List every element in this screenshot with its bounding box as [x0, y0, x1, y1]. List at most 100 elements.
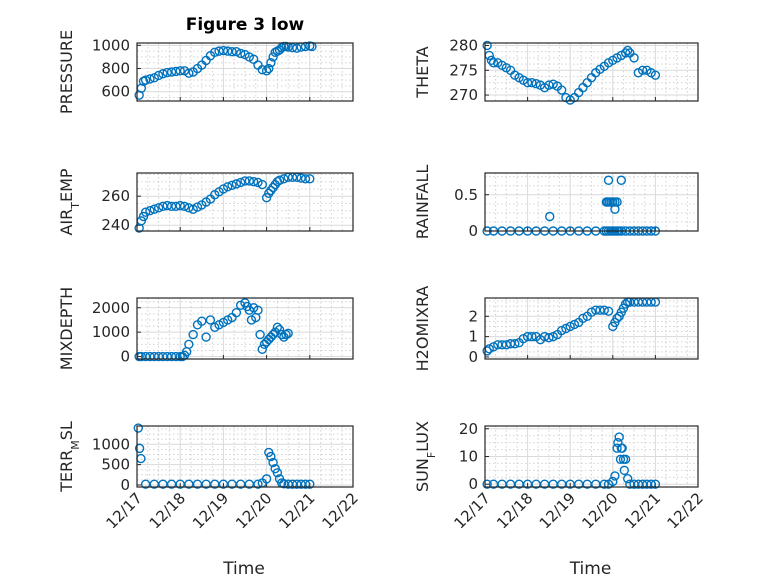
data-point [158, 69, 168, 79]
data-point [305, 479, 315, 489]
data-point [153, 203, 164, 213]
data-point [620, 48, 631, 58]
data-point [637, 65, 648, 75]
x-tick-label: 12/18 [493, 489, 536, 532]
data-point [140, 75, 151, 85]
y-axis-label: TERRMSL [57, 421, 82, 493]
data-point [617, 443, 627, 453]
y-axis-label: MIXDEPTH [57, 287, 76, 370]
data-point [548, 79, 558, 89]
data-point [244, 176, 255, 186]
data-point [257, 179, 267, 190]
data-point [264, 334, 274, 345]
y-tick-label: 0 [468, 475, 478, 493]
data-point [153, 70, 164, 81]
data-point [272, 322, 283, 332]
data-point [136, 453, 146, 464]
data-point [300, 479, 311, 489]
data-point [210, 47, 220, 57]
axes-box [484, 172, 699, 232]
y-tick-label: 1000 [92, 323, 130, 341]
data-point [603, 306, 614, 316]
data-point [175, 66, 185, 76]
data-point [527, 331, 537, 342]
y-tick-label: 0 [468, 348, 478, 366]
data-point [149, 204, 159, 214]
data-point [612, 443, 622, 453]
data-point [599, 479, 609, 489]
data-point [610, 471, 620, 481]
x-axis-label: Time [222, 559, 265, 579]
data-point [482, 346, 492, 356]
data-point [140, 207, 151, 217]
data-point [201, 332, 211, 342]
y-axis-label: SUNFLUX [413, 421, 438, 492]
data-point [179, 201, 190, 212]
data-point [197, 316, 207, 326]
y-tick-label: 240 [101, 216, 130, 234]
x-tick-label: 12/22 [664, 489, 707, 532]
y-axis-label: H2OMIXRA [413, 286, 432, 372]
data-point [305, 174, 315, 184]
data-point [255, 329, 265, 340]
data-point [623, 45, 633, 56]
y-tick-label: 2 [468, 307, 478, 325]
data-point [205, 315, 216, 325]
data-point [235, 177, 246, 188]
y-tick-label: 0 [468, 222, 478, 240]
y-axis-label: AIRTEMP [57, 168, 82, 235]
data-point [138, 211, 149, 222]
data-point [608, 476, 618, 487]
data-point [274, 175, 285, 185]
x-tick-label: 12/20 [578, 489, 621, 532]
data-point [162, 67, 172, 78]
data-point [292, 43, 302, 53]
data-point [253, 479, 263, 489]
data-point [268, 457, 278, 468]
subplot-7: 0 500 1000 TERRMSL 12/17 12/18 12/19 12/20 12/21… [57, 421, 362, 579]
data-point [235, 48, 246, 59]
data-point [261, 474, 272, 484]
x-tick-label: 12/22 [319, 489, 362, 532]
data-point [184, 68, 194, 78]
axes-box [136, 172, 354, 232]
data-point [486, 55, 497, 66]
data-point [231, 179, 242, 189]
y-tick-label: 800 [101, 60, 130, 78]
data-point [531, 78, 541, 89]
data-point [586, 73, 597, 83]
data-point [650, 479, 661, 489]
data-point [266, 451, 276, 462]
y-tick-label: 0.5 [454, 186, 478, 204]
data-point [616, 175, 627, 185]
data-point [261, 192, 272, 203]
data-point [300, 174, 311, 184]
data-point [171, 351, 181, 362]
data-point [527, 77, 537, 88]
axes-box [136, 297, 354, 360]
y-tick-label: 260 [101, 187, 130, 205]
data-point [272, 468, 283, 478]
y-tick-label: 10 [459, 448, 478, 466]
subplot-6: 0 1 2 H2OMIXRA [413, 286, 699, 372]
y-tick-label: 1000 [92, 435, 130, 453]
data-point [482, 479, 492, 489]
data-point [134, 443, 145, 454]
data-point [623, 473, 633, 484]
data-point [223, 182, 233, 192]
y-tick-label: 270 [449, 86, 478, 104]
data-point [266, 332, 276, 342]
x-tick-label: 12/18 [146, 489, 189, 532]
data-point [629, 53, 639, 63]
data-point [619, 465, 630, 476]
data-point [261, 66, 272, 76]
x-axis-label: Time [569, 559, 612, 579]
data-point [248, 176, 259, 187]
data-point [253, 305, 263, 315]
data-point [166, 67, 177, 77]
data-point [612, 313, 622, 324]
subplot-3: 240 260 AIRTEMP [57, 168, 354, 236]
subplot-4: 0 0.5 RAINFALL [413, 165, 699, 240]
y-axis-label: PRESSURE [57, 30, 76, 114]
x-tick-label: 12/17 [103, 489, 146, 532]
